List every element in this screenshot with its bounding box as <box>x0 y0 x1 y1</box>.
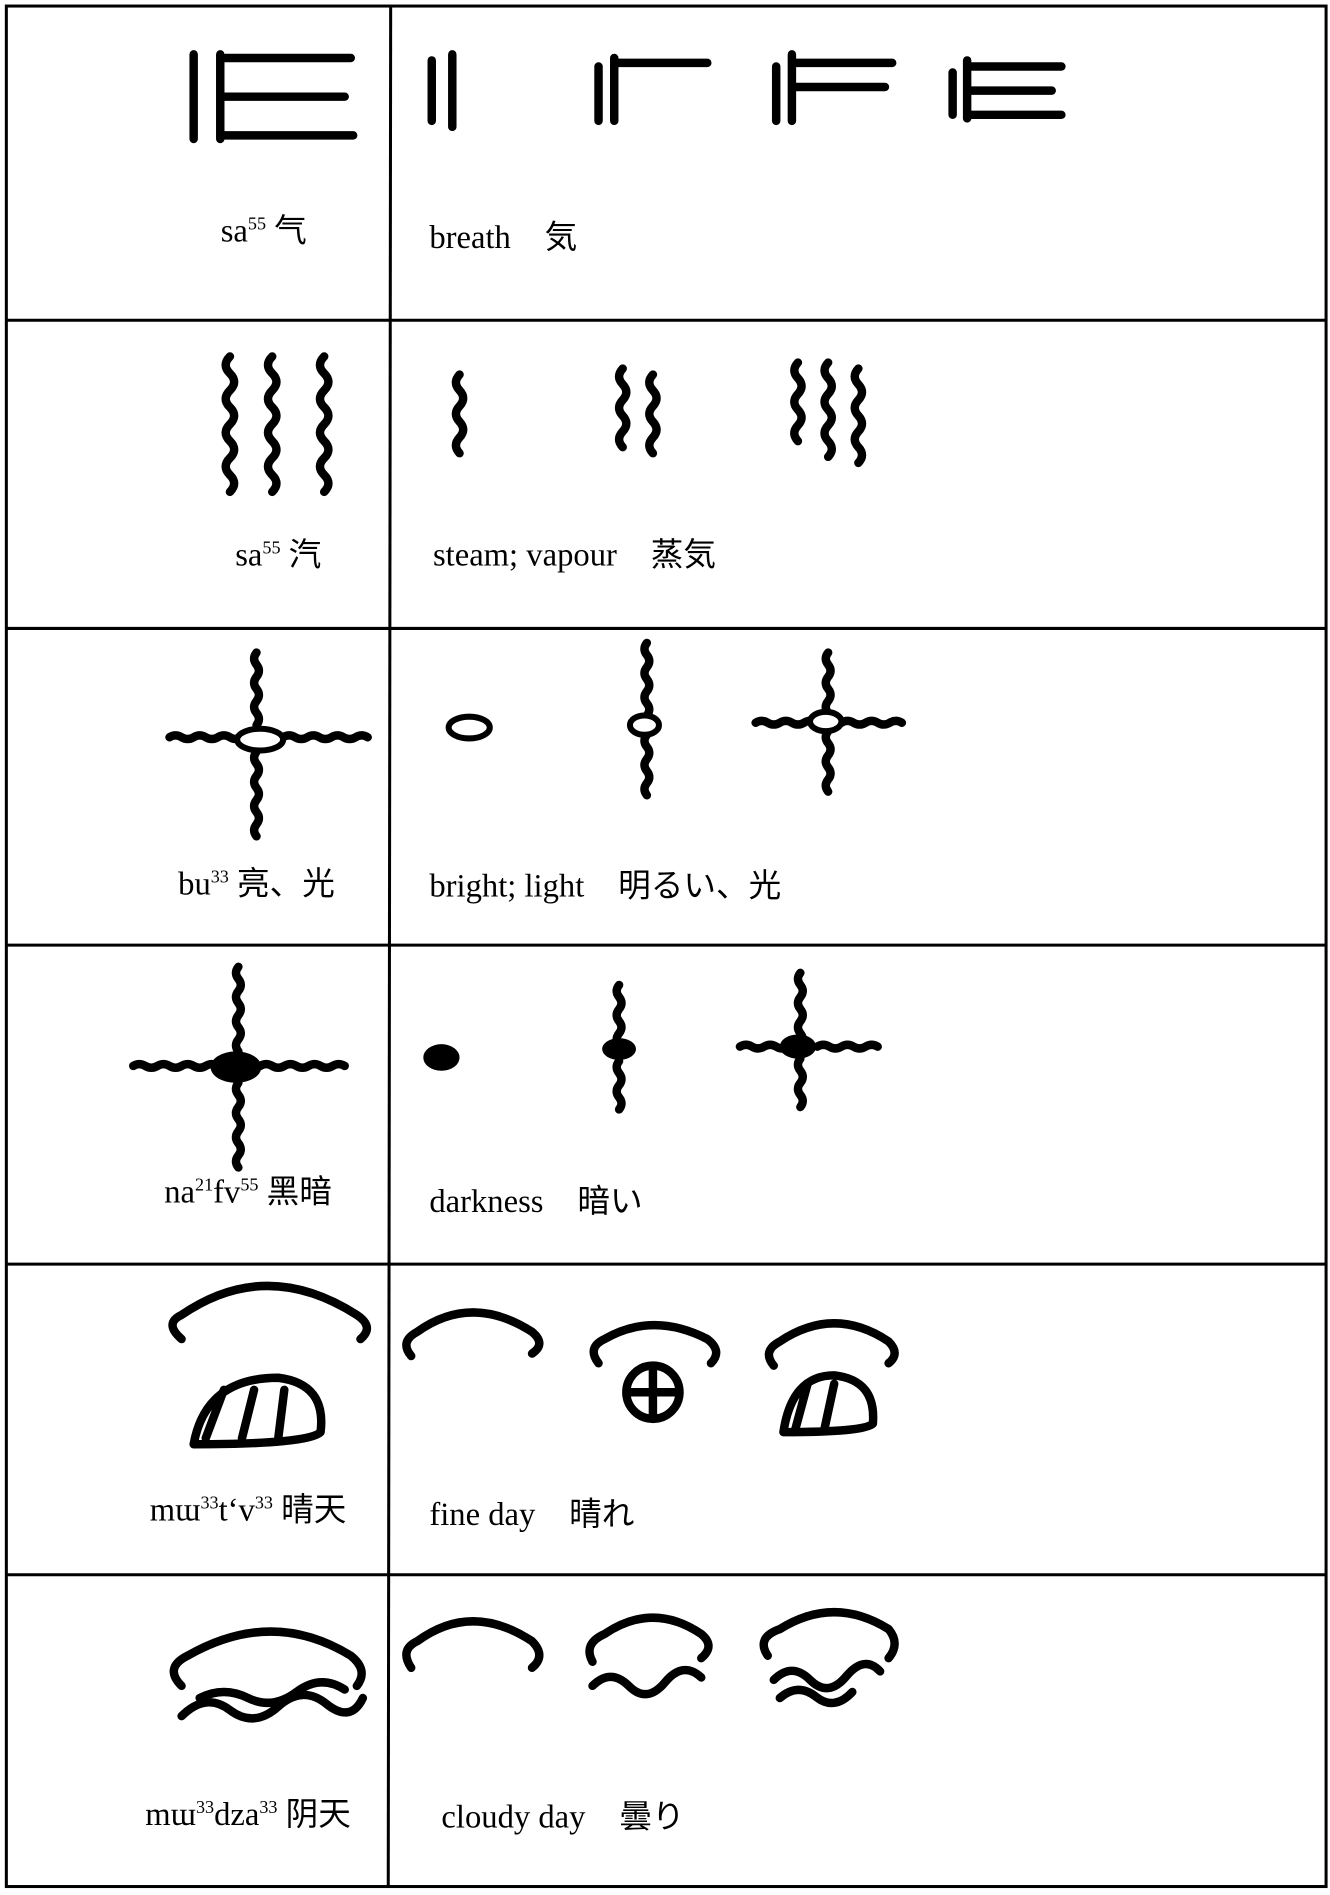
english-gloss: breath <box>429 220 511 256</box>
row-label: sa55 汽 <box>235 537 321 574</box>
wavy-stroke <box>278 731 372 744</box>
wavy-stroke <box>821 726 835 796</box>
english-gloss: bright; light <box>429 869 584 905</box>
wavy-stroke <box>793 1054 807 1112</box>
label-part: 阴天 <box>277 1797 350 1833</box>
wavy-stroke <box>255 1059 349 1072</box>
row-label: na21fv55 黑暗 <box>164 1174 332 1211</box>
wavy-stroke <box>221 352 239 497</box>
wavy-stroke <box>249 747 264 841</box>
row-label: mɯ33tʻv33 晴天 <box>150 1492 347 1528</box>
superscript: 55 <box>262 538 280 558</box>
wavy-stroke <box>793 968 807 1050</box>
glyph-breath <box>189 50 1066 144</box>
superscript: 33 <box>200 1492 218 1512</box>
japanese-gloss: 暗い <box>577 1183 642 1220</box>
gloss: cloudy day 曇り <box>441 1799 684 1835</box>
label-part: tʻv <box>219 1492 256 1528</box>
wavy-stroke <box>640 730 654 800</box>
wavy-stroke <box>249 648 264 730</box>
wavy-stroke <box>451 370 468 458</box>
wavy-stroke <box>165 731 247 744</box>
wavy-stroke <box>751 716 821 729</box>
english-gloss: fine day <box>429 1497 536 1533</box>
wavy-stroke <box>735 1040 793 1053</box>
label-part: sa <box>221 214 249 250</box>
japanese-gloss: 晴れ <box>569 1497 634 1533</box>
glyph-strokes <box>129 352 907 1172</box>
row-label: mɯ33dza33 阴天 <box>145 1797 351 1833</box>
wavy-stroke <box>640 638 654 720</box>
superscript: 55 <box>240 1174 258 1194</box>
label-part: 晴天 <box>273 1492 346 1528</box>
wavy-stroke <box>821 648 835 718</box>
label-part: fv <box>213 1175 241 1211</box>
label-part: 汽 <box>281 537 322 574</box>
label-part: 气 <box>266 213 307 250</box>
label-part: bu <box>178 866 211 902</box>
label-part: mɯ <box>145 1797 196 1833</box>
wavy-stroke <box>612 1056 626 1114</box>
japanese-gloss: 曇り <box>619 1799 684 1835</box>
table-grid <box>4 4 1328 1889</box>
superscript: 55 <box>248 214 266 234</box>
wavy-stroke <box>645 370 661 458</box>
english-gloss: cloudy day <box>441 1799 586 1835</box>
label-part: dza <box>214 1797 260 1833</box>
japanese-gloss: 明るい、光 <box>618 868 781 905</box>
wavy-stroke <box>263 352 281 497</box>
superscript: 33 <box>255 1492 273 1512</box>
wavy-stroke <box>813 1040 882 1053</box>
wavy-stroke <box>790 358 806 446</box>
glyph-suns <box>210 708 845 1083</box>
glyph-sky <box>168 1281 899 1723</box>
english-gloss: steam; vapour <box>433 538 617 574</box>
gloss: steam; vapour 蒸気 <box>433 537 716 574</box>
english-gloss: darkness <box>429 1184 543 1220</box>
gloss: bright; light 明るい、光 <box>429 868 781 905</box>
row-label: sa55 气 <box>221 213 307 250</box>
label-part: sa <box>235 538 263 574</box>
label-part: 亮、光 <box>229 865 335 902</box>
wavy-stroke <box>612 980 626 1050</box>
superscript: 33 <box>259 1797 277 1817</box>
superscript: 33 <box>211 866 229 886</box>
wavy-stroke <box>231 1078 246 1172</box>
label-part: mɯ <box>150 1492 201 1528</box>
wavy-stroke <box>850 364 867 468</box>
japanese-gloss: 蒸気 <box>651 537 716 574</box>
gloss: breath 気 <box>429 219 577 256</box>
label-part: na <box>164 1175 195 1211</box>
japanese-gloss: 気 <box>545 219 578 256</box>
gloss: darkness 暗い <box>429 1183 642 1220</box>
gloss: fine day 晴れ <box>429 1497 634 1533</box>
superscript: 33 <box>196 1797 214 1817</box>
wavy-stroke <box>231 962 246 1056</box>
superscript: 21 <box>195 1174 213 1194</box>
wavy-stroke <box>614 364 631 452</box>
label-part: 黑暗 <box>258 1174 331 1211</box>
wavy-stroke <box>129 1059 223 1072</box>
wavy-stroke <box>820 358 836 462</box>
row-label: bu33 亮、光 <box>178 865 335 902</box>
wavy-stroke <box>837 716 907 729</box>
wavy-stroke <box>315 352 333 497</box>
